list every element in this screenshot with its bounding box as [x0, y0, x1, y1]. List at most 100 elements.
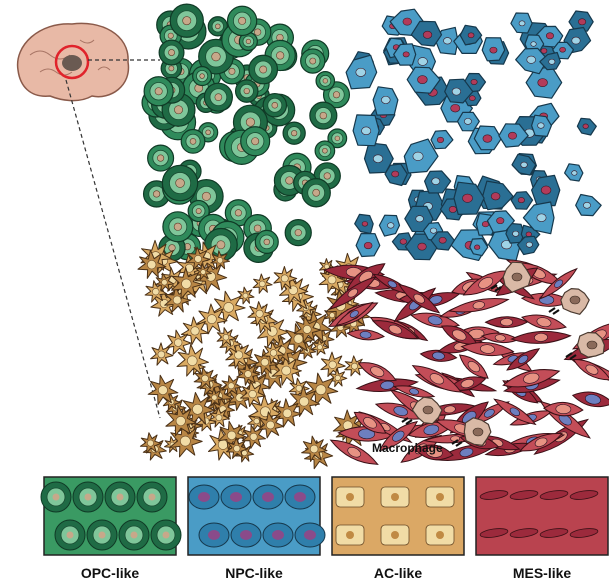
npc-like-cell-cluster — [345, 8, 602, 262]
npc-like-cell — [530, 114, 553, 137]
npc-like-cell — [511, 153, 537, 176]
mes-like-cell — [572, 358, 609, 381]
npc-like-cell — [355, 232, 381, 258]
opc-like-cell — [187, 199, 210, 223]
ac-like-cell — [273, 398, 303, 428]
opc-like-cell — [143, 76, 174, 107]
npc-like-cell — [430, 129, 454, 150]
mes-like-cell — [414, 444, 454, 461]
npc-like-cell — [363, 142, 394, 174]
npc-like-cell — [552, 41, 575, 60]
ac-like-cell — [169, 424, 203, 458]
ac-like-cell — [304, 372, 339, 407]
npc-like-cell — [424, 170, 452, 194]
mes-like-cell — [346, 329, 385, 341]
mes-like-cell — [493, 398, 537, 426]
ac-like-cell — [181, 392, 215, 426]
ac-like-cell — [166, 329, 192, 355]
ac-like-cell — [311, 338, 329, 356]
ac-like-cell — [212, 290, 246, 324]
macrophage-group — [401, 261, 606, 447]
legend-label-ac: AC-like — [373, 565, 423, 581]
npc-like-cell — [406, 66, 441, 94]
ac-like-cell — [150, 342, 174, 366]
npc-like-cell — [482, 180, 514, 211]
opc-like-cell — [322, 81, 351, 109]
opc-like-cell — [180, 128, 206, 154]
ac-like-cell — [180, 316, 210, 346]
npc-like-cell — [575, 193, 602, 217]
ac-like-cell-swatch — [331, 476, 465, 556]
macrophage-icon — [565, 331, 606, 360]
npc-like-cell — [530, 174, 561, 207]
npc-like-cell — [486, 210, 515, 234]
opc-like-cell — [264, 39, 296, 72]
ac-like-cell — [344, 355, 366, 377]
npc-like-cell — [568, 10, 594, 34]
opc-like-cell — [162, 211, 194, 243]
ac-like-cell — [257, 411, 285, 439]
opc-like-cell — [226, 5, 258, 37]
npc-like-cell — [403, 138, 439, 174]
ac-like-cell — [236, 286, 255, 305]
mes-like-cell — [484, 316, 529, 329]
npc-like-cell — [576, 117, 597, 136]
ac-like-cell — [247, 301, 273, 327]
npc-like-cell — [473, 125, 502, 151]
ac-like-cell — [210, 250, 230, 270]
npc-like-cell — [352, 114, 380, 147]
npc-like-cell — [410, 20, 443, 47]
npc-like-cell — [393, 43, 417, 66]
macrophage-icon — [401, 396, 443, 425]
mes-like-cell — [502, 369, 561, 388]
ac-like-cell — [262, 341, 285, 365]
opc-like-cell — [203, 82, 233, 112]
mes-like-cell — [398, 283, 441, 314]
ac-like-cell — [147, 374, 179, 406]
npc-like-cell — [563, 163, 584, 182]
ac-like-cell — [205, 387, 224, 407]
npc-like-cell — [378, 214, 401, 237]
opc-like-cell-swatch — [40, 476, 182, 556]
ac-like-cell — [289, 385, 320, 417]
ac-like-cell-cluster — [137, 239, 371, 470]
ac-like-cell — [226, 437, 249, 459]
mes-like-cell — [519, 433, 563, 452]
mes-like-cell — [448, 376, 487, 391]
mes-like-cell — [378, 420, 418, 452]
mes-like-cell — [329, 439, 379, 465]
ac-like-cell — [236, 362, 261, 386]
npc-like-cell — [515, 47, 549, 75]
opc-like-cell-cluster — [141, 3, 351, 264]
mes-like-cell — [571, 391, 609, 408]
mes-like-cell — [411, 365, 462, 393]
ac-like-cell — [196, 303, 228, 335]
ac-like-cell — [195, 263, 212, 281]
mes-like-cell — [371, 320, 419, 339]
brain-icon — [16, 22, 130, 102]
npc-like-cell — [516, 235, 540, 256]
npc-like-cell — [384, 163, 408, 187]
ac-like-cell — [241, 424, 266, 449]
mes-like-cell — [539, 267, 578, 300]
ac-like-cell — [193, 366, 217, 390]
opc-like-cell — [158, 39, 185, 66]
opc-like-cell — [238, 31, 258, 52]
mes-like-cell — [506, 348, 541, 371]
mes-like-cell — [392, 385, 436, 398]
opc-like-cell — [284, 218, 312, 247]
npc-like-cell — [459, 24, 483, 46]
ac-like-cell — [257, 315, 289, 348]
mes-like-cell — [458, 354, 489, 379]
ac-like-cell — [252, 273, 273, 294]
ac-like-cell — [301, 435, 328, 462]
opc-like-cell — [301, 178, 331, 208]
ac-like-cell — [221, 375, 242, 396]
legend-label-npc: NPC-like — [225, 565, 283, 581]
ac-like-cell — [225, 340, 253, 369]
mes-like-cell — [510, 331, 572, 344]
npc-like-cell — [498, 123, 529, 148]
mes-like-cell — [334, 301, 374, 327]
ac-like-cell — [273, 266, 298, 291]
